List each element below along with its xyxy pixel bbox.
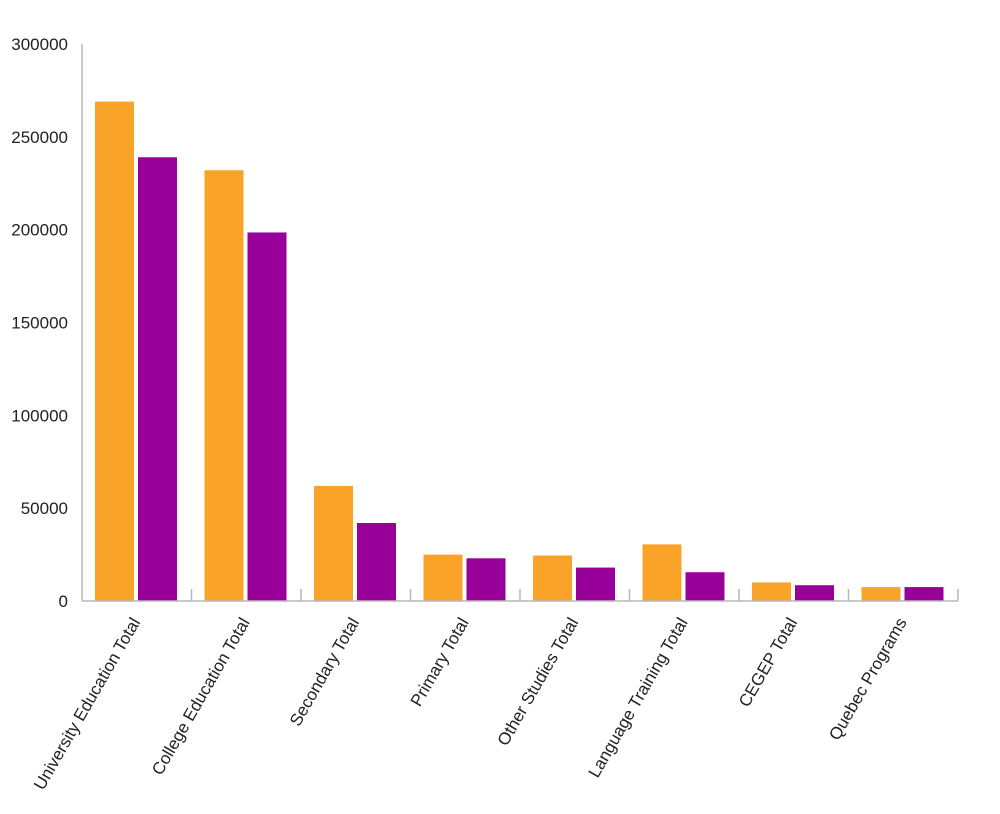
bar-series-2 (466, 558, 506, 601)
y-tick-label: 100000 (11, 406, 68, 425)
bar-series-2 (247, 232, 287, 601)
bar-series-2 (576, 567, 615, 601)
x-axis (81, 44, 959, 602)
bar-series-1 (314, 485, 353, 601)
x-category-label: Other Studies Total (494, 615, 583, 749)
y-tick-label: 50000 (21, 499, 68, 518)
x-category-label: Language Training Total (585, 615, 692, 781)
y-tick-label: 0 (59, 592, 68, 611)
bars-group (95, 101, 944, 602)
bar-series-1 (533, 555, 572, 601)
bar-series-1 (204, 170, 244, 601)
bar-series-2 (685, 572, 725, 601)
bar-series-1 (861, 587, 901, 601)
bar-series-1 (423, 554, 463, 601)
y-tick-label: 150000 (11, 314, 68, 333)
y-axis-ticks: 0 50000 100000 150000 200000 250000 300000 (11, 35, 68, 611)
y-tick-label: 200000 (11, 221, 68, 240)
bar-series-2 (904, 587, 944, 601)
x-category-label: CEGEP Total (735, 615, 801, 711)
y-tick-label: 250000 (11, 128, 68, 147)
x-category-label: College Education Total (148, 615, 254, 779)
bar-series-1 (95, 101, 134, 601)
y-tick-label: 300000 (11, 35, 68, 54)
x-category-label: Quebec Programs (825, 615, 910, 744)
bar-series-2 (138, 157, 177, 602)
x-category-label: Secondary Total (286, 615, 363, 730)
x-category-label: University Education Total (30, 615, 144, 794)
x-category-label: Primary Total (407, 615, 473, 710)
bar-series-1 (642, 544, 682, 601)
bar-series-1 (752, 582, 791, 601)
x-axis-category-labels: University Education Total College Educat… (30, 615, 911, 794)
bar-series-2 (357, 523, 396, 601)
bar-series-2 (795, 585, 834, 601)
